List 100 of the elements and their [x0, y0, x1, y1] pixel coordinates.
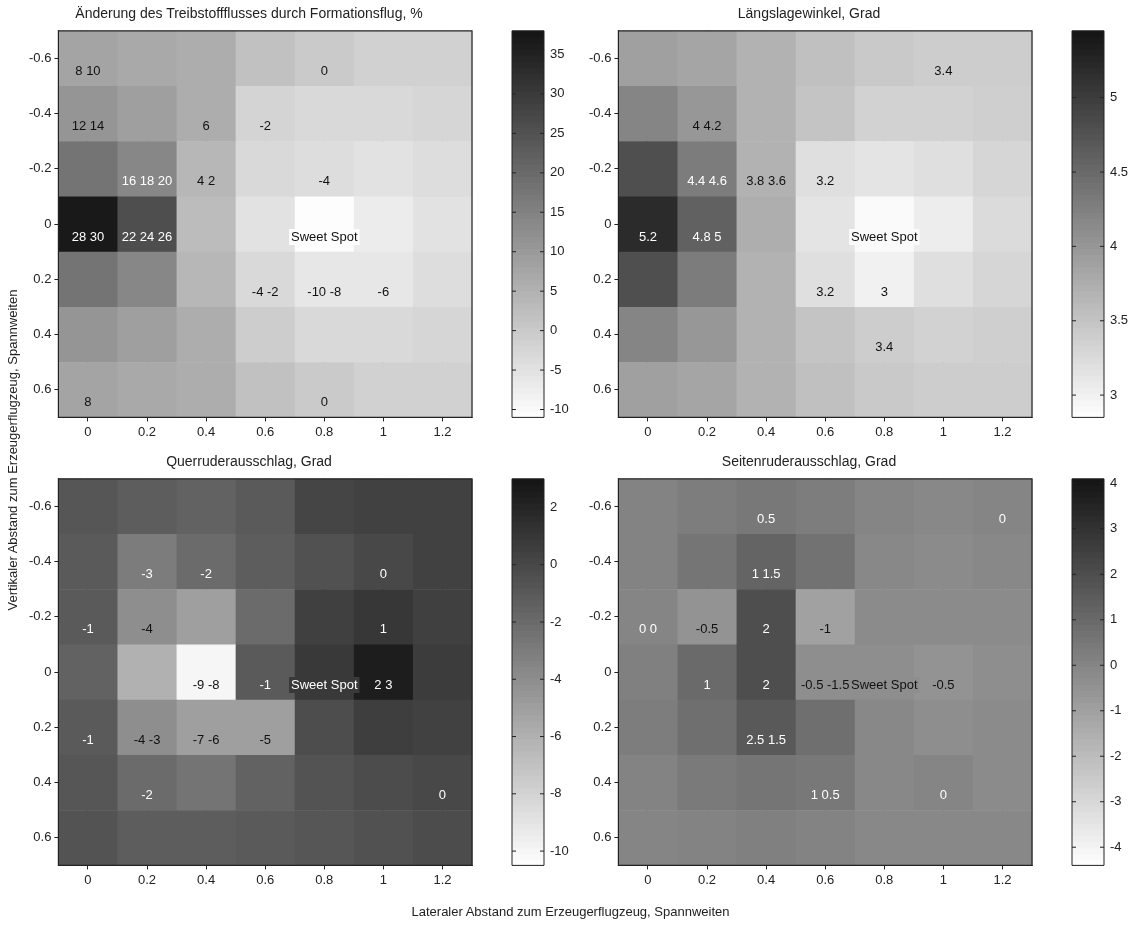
data-label: -4	[318, 173, 331, 189]
color-bar-label: 20	[550, 164, 565, 180]
data-label: -0.5	[695, 621, 719, 637]
data-label: 8	[84, 394, 92, 410]
x-axis-title: Lateraler Abstand zum Erzeugerflugzeug, Spannweiten	[410, 904, 731, 919]
x-tick-label: 1	[939, 423, 947, 439]
color-bar-label: 3.5	[1110, 312, 1129, 328]
y-tick-label: -0.4	[588, 553, 612, 569]
color-bar-label: -10	[550, 842, 569, 858]
data-label: -10 -8	[307, 283, 342, 299]
data-label: 28 30	[71, 228, 105, 244]
color-bar-label: 4	[1110, 237, 1118, 253]
data-label: Sweet Spot	[851, 228, 918, 244]
x-tick-label: 0.6	[256, 423, 275, 439]
x-tick-label: 0	[84, 423, 92, 439]
data-label: -4 -3	[133, 731, 161, 747]
data-label: 16 18 20	[121, 173, 173, 189]
data-label: 2	[762, 621, 770, 637]
data-label: 2 3	[374, 676, 393, 692]
x-tick-label: 0.6	[256, 871, 275, 887]
y-tick-label: 0.2	[593, 718, 612, 734]
color-bar-label: 30	[550, 85, 565, 101]
color-bar-label: -8	[550, 785, 562, 801]
data-label: Sweet Spot	[291, 228, 358, 244]
color-bar-label: 35	[550, 46, 565, 62]
x-tick-label: 0	[644, 423, 652, 439]
y-tick-label: 0.2	[33, 718, 52, 734]
data-label: 0	[320, 394, 328, 410]
data-label: 0 0	[638, 621, 657, 637]
y-tick-label: 0.4	[33, 326, 52, 342]
y-tick-label: -0.6	[28, 49, 52, 65]
color-bar-label: -5	[550, 361, 562, 377]
data-label: 3.4	[934, 62, 953, 78]
data-label: Sweet Spot	[291, 676, 358, 692]
x-tick-label: 1.2	[993, 871, 1012, 887]
x-tick-label: 0.4	[757, 423, 776, 439]
color-bar-label: -4	[550, 670, 562, 686]
data-label: -0.5	[932, 676, 955, 692]
data-label: 4.8 5	[692, 228, 722, 244]
color-bar-label: -3	[1110, 793, 1122, 809]
x-tick-label: 0.2	[137, 423, 157, 439]
color-bar-label: -6	[550, 728, 562, 744]
chart-title: Längslagewinkel, Grad	[737, 5, 881, 22]
x-tick-label: 0.2	[697, 871, 717, 887]
x-tick-label: 1	[939, 871, 947, 887]
data-label: -1	[82, 731, 94, 747]
data-label: 3.2	[816, 173, 835, 189]
y-tick-label: -0.6	[28, 497, 52, 513]
y-tick-label: 0.6	[593, 829, 612, 845]
x-tick-label: 0.8	[875, 423, 894, 439]
data-label: 0.5	[757, 510, 776, 526]
data-label: 1	[703, 676, 711, 692]
data-label: Sweet Spot	[851, 676, 918, 692]
data-label: 12 14	[71, 118, 105, 134]
data-label: 1 0.5	[810, 787, 840, 803]
y-tick-label: 0.4	[593, 326, 612, 342]
y-tick-label: -0.4	[28, 105, 52, 121]
y-tick-label: -0.2	[588, 160, 612, 176]
data-label: 4 2	[197, 173, 216, 189]
data-label: 22 24 26	[121, 228, 173, 244]
color-bar-label: 5	[550, 282, 558, 298]
chart-title: Seitenruderausschlag, Grad	[721, 453, 897, 470]
x-tick-label: 1	[379, 871, 387, 887]
data-label: -0.5 -1.5	[800, 676, 850, 692]
x-tick-label: 0.2	[697, 423, 717, 439]
x-tick-label: 0.6	[816, 423, 835, 439]
color-bar-label: 4.5	[1110, 163, 1129, 179]
color-bar-label: 3	[1110, 386, 1118, 402]
x-tick-label: 0.8	[315, 871, 334, 887]
data-label: -1	[819, 621, 831, 637]
color-bar-label: 0	[1110, 656, 1118, 672]
x-tick-label: 0	[644, 871, 652, 887]
color-bar-label: -2	[1110, 747, 1122, 763]
x-tick-label: 1.2	[433, 423, 452, 439]
data-label: -1	[259, 676, 271, 692]
data-label: 1 1.5	[751, 566, 781, 582]
data-label: -3	[141, 566, 153, 582]
data-label: 2.5 1.5	[746, 731, 786, 747]
color-bar-label: 3	[1110, 520, 1118, 536]
data-label: -9 -8	[192, 676, 220, 692]
data-label: 3.4	[875, 339, 894, 355]
y-tick-label: -0.2	[28, 608, 52, 624]
y-tick-label: 0.4	[593, 774, 612, 790]
y-axis-title: Vertikaler Abstand zum Erzeugerflugzeug, Spannweiten	[4, 289, 20, 611]
x-tick-label: 0.2	[137, 871, 157, 887]
data-label: 0	[379, 566, 387, 582]
y-tick-label: 0.4	[33, 774, 52, 790]
data-label: 0	[998, 510, 1007, 526]
data-label: 6	[202, 118, 210, 134]
y-tick-label: 0.6	[593, 381, 612, 397]
y-tick-label: 0	[604, 663, 612, 679]
y-tick-label: 0	[604, 215, 612, 231]
color-bar-label: 4	[1110, 474, 1118, 490]
y-tick-label: -0.4	[588, 105, 612, 121]
color-bar-label: -4	[1110, 838, 1122, 854]
y-tick-label: 0.2	[33, 270, 52, 286]
color-bar-label: 25	[550, 124, 565, 140]
data-label: -4 -2	[251, 283, 279, 299]
x-tick-label: 0.4	[197, 423, 216, 439]
data-label: -2	[200, 566, 212, 582]
